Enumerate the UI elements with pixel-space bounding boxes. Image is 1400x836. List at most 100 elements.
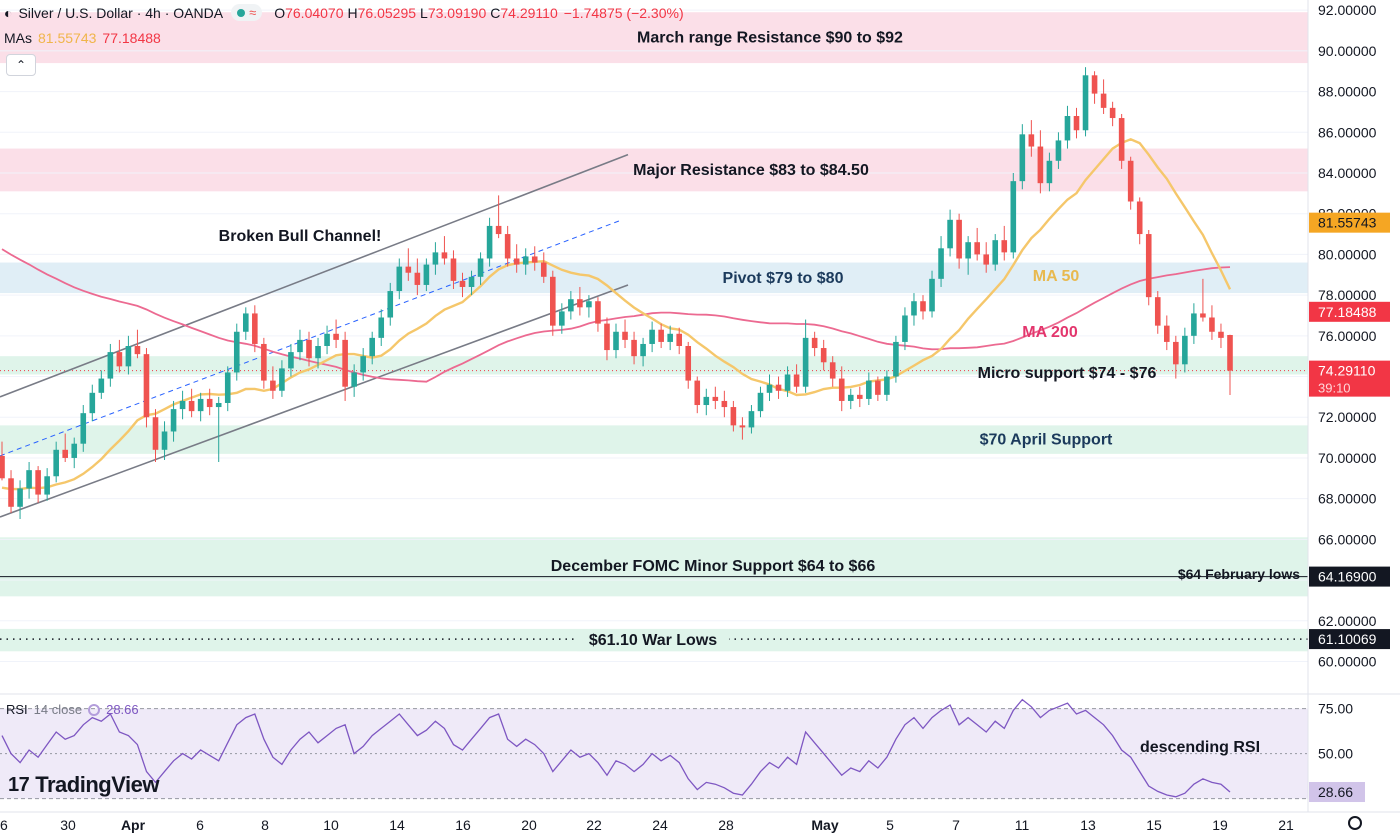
zone-label[interactable]: Micro support $74 - $76 xyxy=(978,365,1157,382)
candle[interactable] xyxy=(405,266,412,273)
ma-200-annotation[interactable]: MA 200 xyxy=(1022,324,1078,341)
candle[interactable] xyxy=(459,280,466,287)
candle[interactable] xyxy=(757,392,764,412)
market-status-badge[interactable]: ≈ xyxy=(231,4,263,21)
candle[interactable] xyxy=(721,400,728,408)
candle[interactable] xyxy=(974,242,980,255)
candle[interactable] xyxy=(513,258,520,265)
candle[interactable] xyxy=(1082,75,1089,131)
candle[interactable] xyxy=(667,333,673,342)
candle[interactable] xyxy=(26,470,32,489)
time-axis[interactable]: 26 30 Apr 6 8 10 14 16 20 22 24 28 May 5 7 11 13 15 19 21 xyxy=(0,811,1400,833)
february-lows-label[interactable]: $64 February lows xyxy=(1178,566,1300,582)
tradingview-logo[interactable]: 17 TradingView xyxy=(8,772,159,798)
candle[interactable] xyxy=(468,276,475,287)
candle[interactable] xyxy=(342,339,348,387)
zone-support[interactable] xyxy=(0,537,1308,597)
candle[interactable] xyxy=(161,431,168,450)
candle[interactable] xyxy=(306,339,312,359)
candle[interactable] xyxy=(134,346,141,355)
candle[interactable] xyxy=(8,478,14,507)
zone-resistance[interactable] xyxy=(0,148,1308,192)
candle[interactable] xyxy=(1200,313,1206,318)
candle[interactable] xyxy=(333,333,339,340)
candle[interactable] xyxy=(920,301,926,312)
candle[interactable] xyxy=(847,394,854,401)
candle[interactable] xyxy=(856,394,863,399)
candle[interactable] xyxy=(811,337,818,349)
candle[interactable] xyxy=(559,311,565,326)
candle[interactable] xyxy=(829,362,836,379)
candle[interactable] xyxy=(107,352,114,379)
candle[interactable] xyxy=(261,343,267,381)
zone-label[interactable]: Pivot $79 to $80 xyxy=(723,270,844,287)
candle[interactable] xyxy=(640,343,646,357)
zone-label[interactable]: December FOMC Minor Support $64 to $66 xyxy=(551,558,876,575)
candle[interactable] xyxy=(378,317,385,338)
candle[interactable] xyxy=(252,313,258,344)
candle[interactable] xyxy=(866,380,872,399)
candle[interactable] xyxy=(1046,160,1053,184)
candle[interactable] xyxy=(170,409,177,432)
candle[interactable] xyxy=(549,276,556,326)
candle[interactable] xyxy=(703,396,710,406)
candle[interactable] xyxy=(947,219,953,249)
candle[interactable] xyxy=(1127,160,1134,202)
candle[interactable] xyxy=(802,337,809,387)
candle[interactable] xyxy=(820,348,827,363)
candle[interactable] xyxy=(911,301,917,316)
candle[interactable] xyxy=(116,352,123,367)
candle[interactable] xyxy=(1182,335,1188,365)
zone-label[interactable]: March range Resistance $90 to $92 xyxy=(637,30,903,47)
channel-midline[interactable] xyxy=(0,219,623,457)
candle[interactable] xyxy=(486,225,493,259)
candle[interactable] xyxy=(775,384,782,391)
candle[interactable] xyxy=(992,240,999,265)
candle[interactable] xyxy=(676,333,683,346)
candle[interactable] xyxy=(595,301,601,324)
candle[interactable] xyxy=(586,301,592,308)
candle[interactable] xyxy=(893,341,899,377)
candle[interactable] xyxy=(938,248,944,279)
price-axis[interactable]: 92.00000 90.00000 88.00000 86.00000 84.00000… xyxy=(1307,0,1390,812)
collapse-legend-button[interactable]: ⌃ xyxy=(6,54,36,76)
candle[interactable] xyxy=(1209,317,1215,332)
candle[interactable] xyxy=(1001,240,1008,253)
candle[interactable] xyxy=(224,372,231,403)
ma-legend[interactable]: MAs 81.55743 77.18488 xyxy=(4,30,161,46)
candle[interactable] xyxy=(712,396,719,401)
candle[interactable] xyxy=(875,380,881,395)
candle[interactable] xyxy=(1136,201,1143,235)
candle[interactable] xyxy=(1227,335,1233,371)
candle[interactable] xyxy=(495,225,502,235)
candle[interactable] xyxy=(983,254,990,265)
candle[interactable] xyxy=(351,372,357,387)
candle[interactable] xyxy=(613,331,619,351)
candle[interactable] xyxy=(270,380,276,391)
candle[interactable] xyxy=(369,337,376,357)
candle[interactable] xyxy=(622,331,628,340)
candle[interactable] xyxy=(1154,297,1161,326)
candle[interactable] xyxy=(784,374,791,391)
candle[interactable] xyxy=(1010,181,1017,253)
candle[interactable] xyxy=(414,272,421,285)
candle[interactable] xyxy=(1109,107,1116,119)
ma-50-annotation[interactable]: MA 50 xyxy=(1033,268,1080,285)
zone-label[interactable]: $61.10 War Lows xyxy=(589,632,717,649)
candle[interactable] xyxy=(432,252,439,265)
candle[interactable] xyxy=(125,346,132,367)
channel-annotation[interactable]: Broken Bull Channel! xyxy=(219,228,382,245)
candle[interactable] xyxy=(504,234,511,259)
candle[interactable] xyxy=(568,299,574,312)
candle[interactable] xyxy=(188,400,195,412)
candle[interactable] xyxy=(522,256,529,265)
candle[interactable] xyxy=(1028,134,1035,147)
candle[interactable] xyxy=(1073,116,1080,131)
zone-resistance[interactable] xyxy=(0,12,1308,64)
candle[interactable] xyxy=(450,258,457,281)
candle[interactable] xyxy=(242,313,249,332)
candle[interactable] xyxy=(956,219,962,259)
price-badge[interactable] xyxy=(1309,212,1390,233)
candle[interactable] xyxy=(423,264,430,285)
